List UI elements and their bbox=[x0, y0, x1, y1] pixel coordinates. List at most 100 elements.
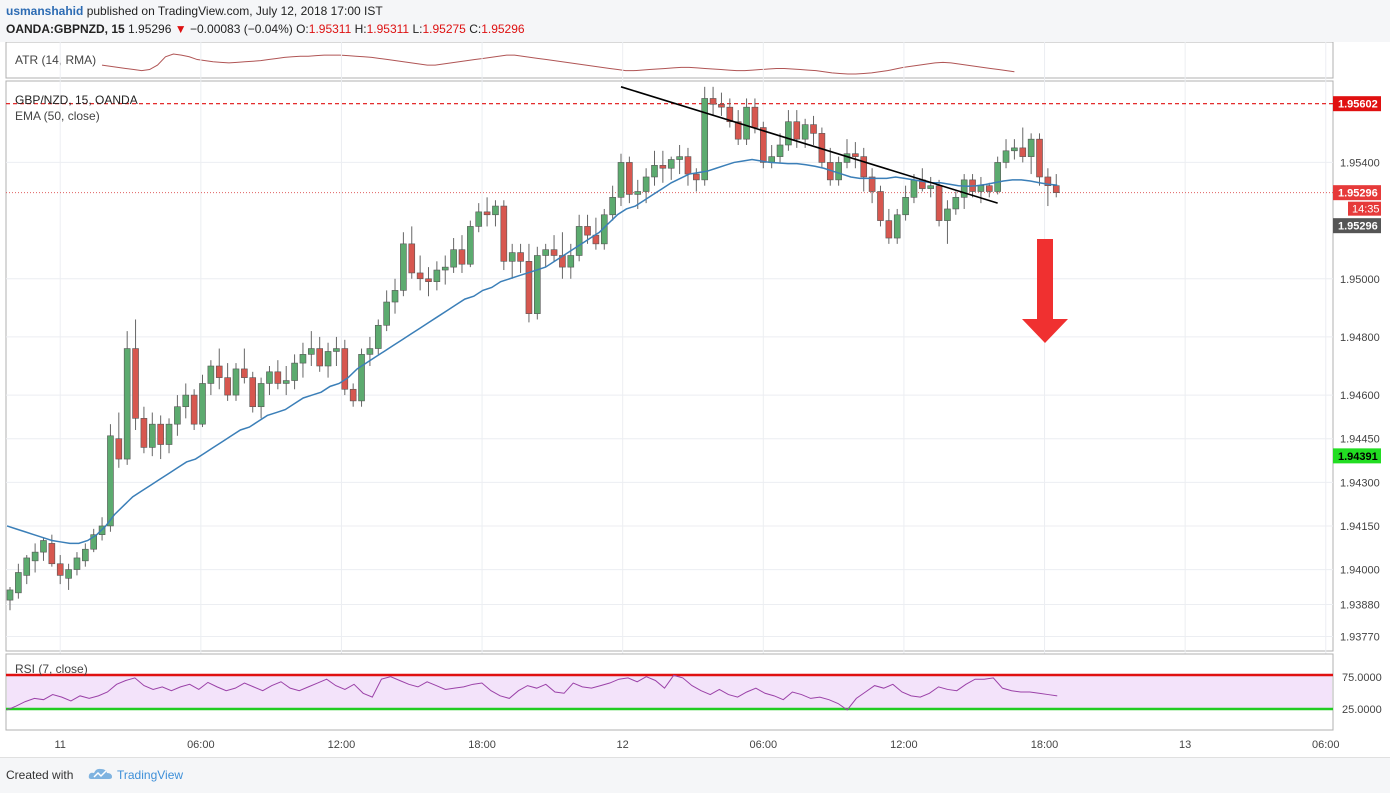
candle-body bbox=[910, 179, 918, 198]
high-label: H: bbox=[354, 22, 367, 36]
price-change: −0.00083 (−0.04%) bbox=[190, 22, 293, 36]
candle-body bbox=[475, 211, 483, 227]
candle-body bbox=[1011, 147, 1018, 152]
x-tick-label: 11 bbox=[55, 739, 66, 751]
candle-body bbox=[391, 290, 399, 303]
candle-body bbox=[291, 362, 298, 381]
candle-body bbox=[341, 348, 349, 390]
publish-info: published on TradingView.com, July 12, 2… bbox=[83, 4, 383, 18]
candle-body bbox=[726, 106, 734, 123]
candle-body bbox=[140, 418, 148, 448]
countdown-bg bbox=[1348, 201, 1381, 216]
candle-body bbox=[935, 185, 943, 221]
candle-body bbox=[416, 272, 424, 280]
down-arrow-icon bbox=[1022, 239, 1068, 343]
created-with-text: Created with bbox=[6, 768, 74, 782]
candle-body bbox=[366, 348, 374, 355]
candle-body bbox=[885, 220, 893, 239]
candle-body bbox=[115, 438, 123, 460]
candle-body bbox=[400, 243, 407, 291]
price-axis[interactable]: 1.95400 1.95000 1.94800 1.94600 1.94450 1.943… bbox=[1340, 157, 1380, 643]
symbol-ohlc-line: OANDA:GBPNZD, 15 1.95296 ▼ −0.00083 (−0.… bbox=[6, 22, 525, 36]
chart-header: usmanshahid published on TradingView.com… bbox=[0, 0, 1390, 42]
candle-body bbox=[182, 394, 190, 408]
y-tick-label: 1.94800 bbox=[1340, 332, 1380, 344]
y-tick-label: 1.94600 bbox=[1340, 390, 1380, 402]
candle-body bbox=[316, 348, 323, 367]
x-tick-label: 13 bbox=[1179, 739, 1191, 751]
candle-body bbox=[860, 156, 868, 178]
last-price-label: 1.95296 bbox=[1338, 221, 1378, 233]
open-value: 1.95311 bbox=[308, 22, 352, 36]
candle-body bbox=[31, 551, 39, 562]
current-price-label-bg bbox=[1333, 185, 1381, 201]
ema-line bbox=[6, 158, 1058, 545]
candle-body bbox=[333, 348, 340, 352]
last-price: 1.95296 bbox=[128, 22, 172, 36]
candle-body bbox=[734, 121, 742, 140]
candle-body bbox=[132, 348, 139, 419]
candle-body bbox=[492, 205, 499, 216]
price-labels: 1.95602 1.95296 14:35 1.95296 1.94391 bbox=[1333, 96, 1381, 464]
rsi-label: RSI (7, close) bbox=[15, 662, 88, 676]
vertical-grid bbox=[59, 42, 1327, 730]
candle-body bbox=[709, 98, 717, 105]
candle-body bbox=[241, 368, 248, 378]
x-tick-label: 12 bbox=[617, 739, 629, 751]
candle-body bbox=[609, 197, 616, 216]
candle-body bbox=[23, 557, 31, 576]
candle-body bbox=[157, 423, 164, 445]
time-axis[interactable]: 11 06:00 12:00 18:00 12 06:00 12:00 18:00 13 06:0… bbox=[55, 739, 1340, 751]
candle-body bbox=[600, 214, 608, 245]
candle-body bbox=[550, 249, 558, 256]
candle-body bbox=[517, 252, 524, 262]
x-tick-label: 06:00 bbox=[1312, 739, 1340, 751]
x-tick-label: 18:00 bbox=[1031, 739, 1059, 751]
support-price-label-bg bbox=[1333, 448, 1381, 464]
trendline[interactable] bbox=[620, 86, 998, 204]
high-value: 1.95311 bbox=[366, 22, 410, 36]
candle-body bbox=[1036, 138, 1043, 178]
candle-body bbox=[793, 121, 801, 140]
close-label: C: bbox=[469, 22, 482, 36]
candle-body bbox=[667, 159, 675, 169]
candle-body bbox=[575, 226, 583, 256]
candle-body bbox=[810, 124, 817, 134]
y-tick-label: 1.93770 bbox=[1340, 631, 1380, 643]
candle-body bbox=[56, 563, 64, 576]
tradingview-cloud-icon bbox=[88, 768, 112, 779]
horizontal-grid bbox=[6, 161, 1333, 637]
author-link[interactable]: usmanshahid bbox=[6, 4, 84, 18]
candle-body bbox=[383, 301, 390, 326]
candle-body bbox=[642, 176, 650, 192]
candle-body bbox=[450, 249, 457, 268]
countdown-label: 14:35 bbox=[1352, 204, 1380, 216]
candle-body bbox=[785, 121, 792, 146]
rsi-tick-label: 25.0000 bbox=[1342, 704, 1382, 716]
candle-body bbox=[768, 156, 775, 163]
candle-body bbox=[952, 197, 960, 210]
tradingview-link[interactable]: TradingView bbox=[117, 768, 184, 782]
y-tick-label: 1.95400 bbox=[1340, 157, 1380, 169]
candle-body bbox=[15, 572, 22, 594]
candle-body bbox=[274, 371, 282, 384]
candle-body bbox=[40, 540, 47, 553]
candle-body bbox=[977, 185, 985, 192]
open-label: O: bbox=[296, 22, 309, 36]
y-tick-label: 1.94300 bbox=[1340, 477, 1380, 489]
candle-body bbox=[500, 205, 508, 262]
candle-body bbox=[701, 98, 709, 181]
candle-body bbox=[718, 103, 725, 108]
support-price-label: 1.94391 bbox=[1338, 451, 1378, 463]
candle-body bbox=[693, 173, 700, 181]
candle-body bbox=[985, 185, 993, 192]
x-tick-label: 12:00 bbox=[890, 739, 918, 751]
chart-canvas[interactable]: ATR (14, RMA) GBP/NZD, 15, OANDA EMA (50… bbox=[0, 42, 1390, 757]
low-label: L: bbox=[412, 22, 423, 36]
atr-line bbox=[101, 53, 1015, 75]
candle-body bbox=[902, 197, 909, 216]
resistance-price-label-bg bbox=[1333, 96, 1381, 112]
candle-body bbox=[458, 249, 466, 265]
publish-line: usmanshahid published on TradingView.com… bbox=[6, 4, 383, 18]
candle-body bbox=[927, 185, 935, 189]
